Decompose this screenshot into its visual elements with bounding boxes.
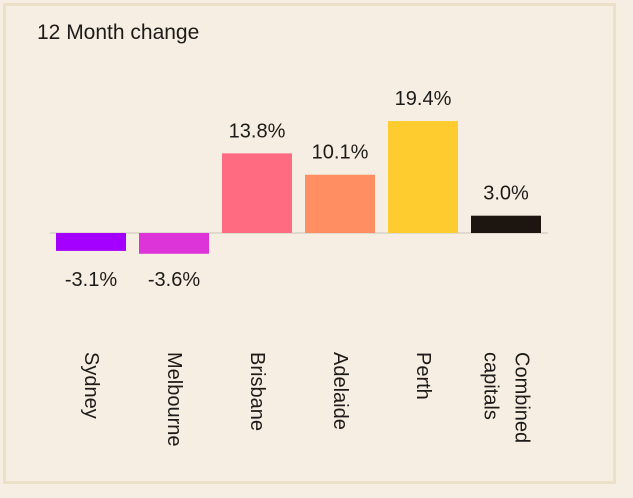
value-label-sydney: -3.1% [65,269,117,291]
chart-title: 12 Month change [37,21,200,44]
bar-melbourne [139,233,209,254]
value-label-perth: 19.4% [395,88,452,110]
bar-perth [388,121,458,233]
value-label-combined-capitals: 3.0% [483,183,529,205]
category-label-melbourne: Melbourne [163,352,185,447]
category-label-perth: Perth [412,352,434,400]
category-label-combined-capitals-1: Combined [511,352,533,443]
category-label-adelaide: Adelaide [329,352,351,430]
bar-brisbane [222,153,292,233]
category-label-brisbane: Brisbane [246,352,268,431]
category-label-sydney: Sydney [80,352,102,419]
value-label-melbourne: -3.6% [148,269,200,291]
bar-combined-capitals [471,215,541,233]
value-label-adelaide: 10.1% [312,142,369,164]
bar-adelaide [305,174,375,233]
bar-sydney [56,233,126,251]
value-label-brisbane: 13.8% [229,120,286,142]
category-label-combined-capitals-2: capitals [480,352,502,420]
